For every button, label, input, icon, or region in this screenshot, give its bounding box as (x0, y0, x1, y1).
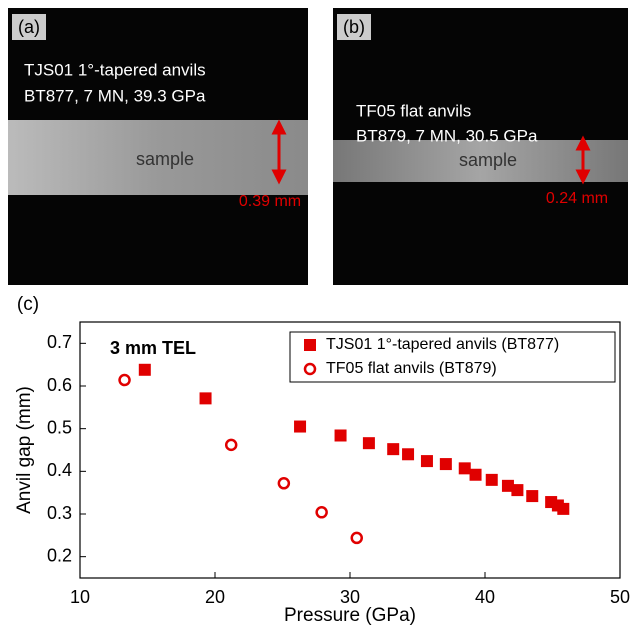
x-tick-label: 50 (610, 587, 630, 607)
x-tick-label: 20 (205, 587, 225, 607)
point (501, 479, 514, 492)
point (315, 506, 328, 519)
point (362, 437, 375, 450)
point (350, 531, 363, 545)
point (387, 443, 400, 456)
legend-marker (304, 339, 316, 351)
panel-label: (a) (18, 17, 40, 37)
legend-box (289, 331, 616, 383)
y-tick-label: 0.6 (47, 375, 72, 395)
caption: TJS01 1°-tapered anvils (24, 60, 206, 79)
point (458, 462, 471, 475)
legend-marker (303, 362, 317, 376)
x-tick-label: 10 (70, 587, 90, 607)
label-box (12, 14, 46, 40)
point (420, 455, 433, 468)
y-tick-label: 0.5 (47, 417, 72, 437)
label-box (337, 14, 371, 40)
point (557, 502, 570, 515)
panel-label: (b) (343, 17, 365, 37)
y-tick-label: 0.4 (47, 460, 72, 480)
point (224, 438, 238, 452)
point (118, 373, 131, 387)
x-axis-title: Pressure (GPa) (284, 605, 416, 626)
gap-label: 0.24 mm (546, 190, 608, 207)
sample-label: sample (136, 149, 194, 169)
point (277, 477, 291, 490)
point (485, 473, 498, 486)
point (334, 429, 347, 442)
legend-label: TJS01 1°-tapered anvils (BT877) (326, 336, 559, 353)
sample-label: sample (459, 150, 517, 170)
point (199, 392, 212, 405)
x-tick-label: 40 (475, 587, 495, 607)
y-tick-label: 0.7 (47, 332, 72, 352)
caption: BT879, 7 MN, 30.5 GPa (356, 126, 538, 145)
caption: TF05 flat anvils (356, 101, 471, 120)
panel-a: (a) TJS01 1°-tapered anvils BT877, 7 MN,… (8, 8, 308, 285)
panel-b: (b) TF05 flat anvils BT879, 7 MN, 30.5 G… (333, 8, 628, 285)
gap-label: 0.39 mm (239, 193, 301, 210)
point (511, 484, 524, 497)
point (402, 448, 415, 461)
caption: BT877, 7 MN, 39.3 GPa (24, 86, 206, 105)
point (469, 468, 482, 481)
point (138, 363, 151, 376)
point (294, 420, 307, 433)
y-tick-label: 0.2 (47, 545, 72, 565)
point (439, 458, 452, 471)
y-tick-label: 0.3 (47, 503, 72, 523)
x-tick-label: 30 (340, 587, 360, 607)
sample-band (8, 120, 308, 195)
annotation: 3 mm TEL (110, 338, 196, 358)
point (526, 490, 539, 503)
y-axis-title: Anvil gap (mm) (14, 386, 35, 514)
legend-label: TF05 flat anvils (BT879) (326, 360, 497, 377)
panel-label: (c) (17, 294, 39, 315)
